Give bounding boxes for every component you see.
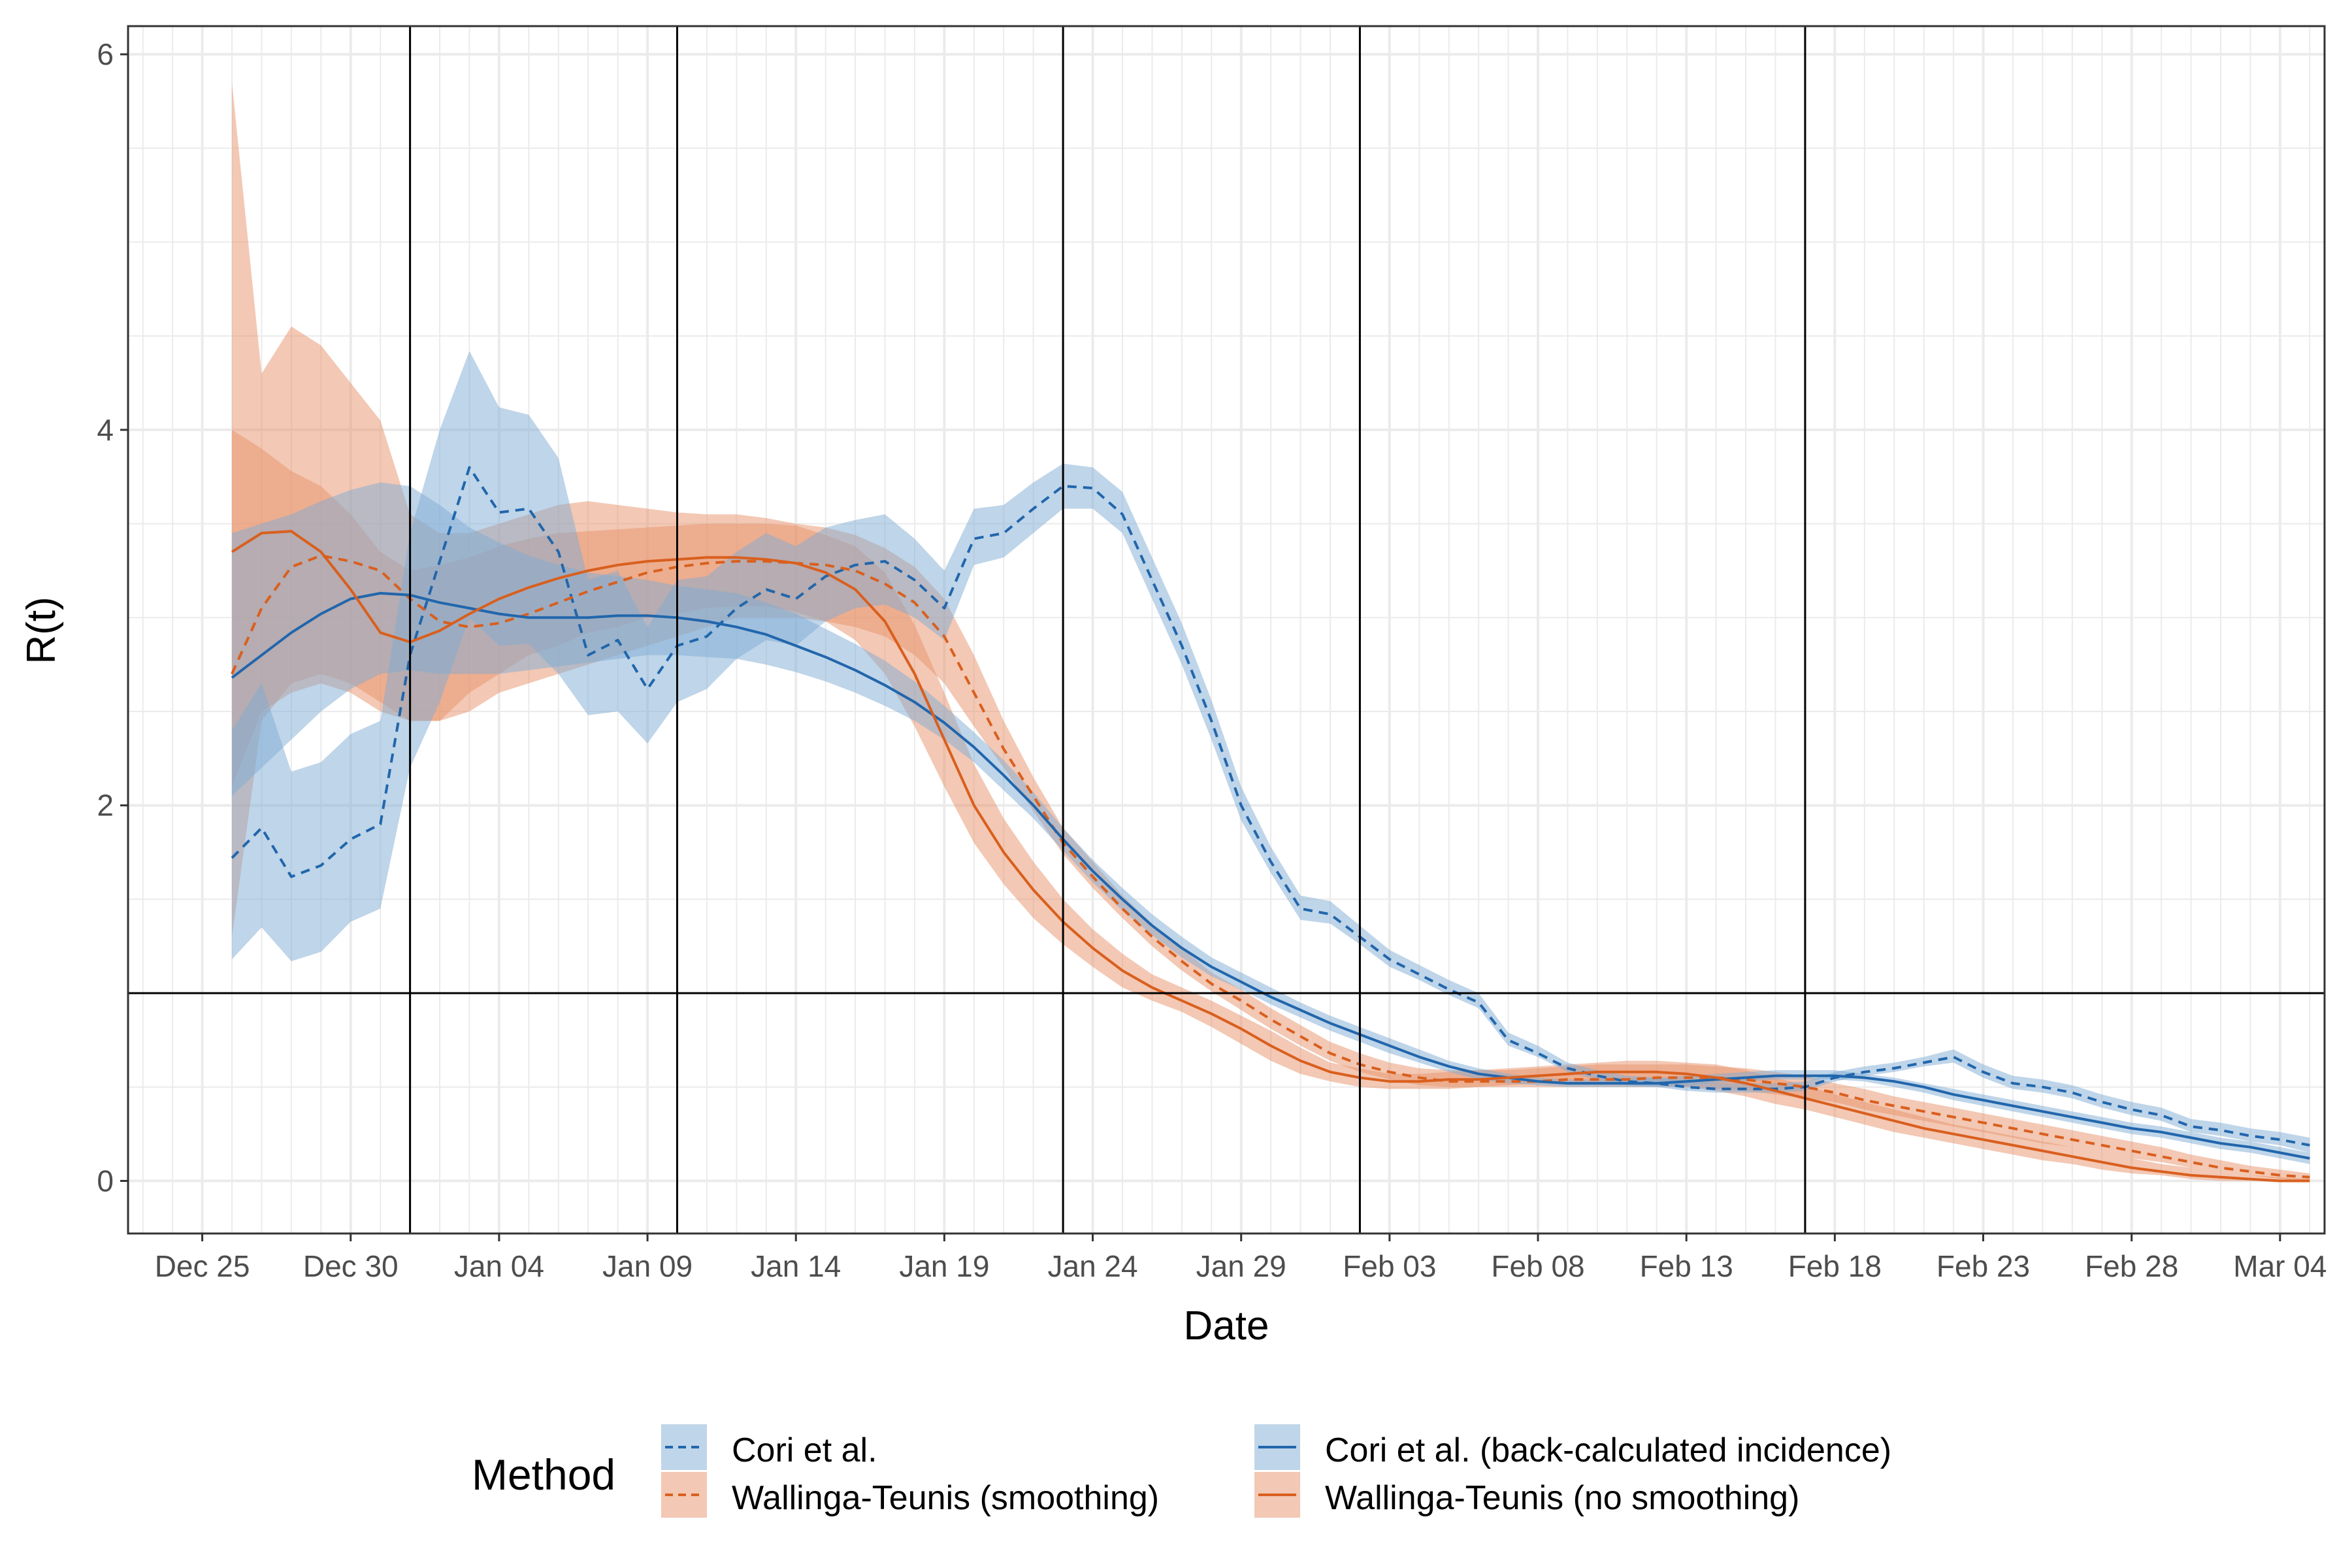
x-tick-label: Jan 24 [1047,1249,1137,1283]
y-axis: 0 2 4 6 [97,37,128,1198]
interval-ribbons [232,82,2310,1181]
series-line-0 [231,466,2310,1147]
x-tick-label: Jan 19 [899,1249,989,1283]
x-tick-label: Jan 09 [602,1249,693,1283]
major-gridlines [128,26,2325,1233]
legend-label-wallinga-no-smoothing: Wallinga-Teunis (no smoothing) [1325,1479,1799,1517]
x-tick-label: Jan 14 [751,1249,841,1283]
x-tick-label: Feb 03 [1343,1249,1436,1283]
x-tick-label: Feb 18 [1788,1249,1882,1283]
legend-title: Method [472,1450,615,1499]
x-axis-title: Date [1184,1303,1269,1348]
y-tick-label: 6 [97,37,114,71]
x-tick-label: Jan 04 [454,1249,544,1283]
x-tick-label: Feb 08 [1491,1249,1584,1283]
legend-label-wallinga-smoothing: Wallinga-Teunis (smoothing) [732,1479,1159,1517]
x-tick-label: Mar 04 [2233,1249,2327,1283]
plot-panel-border [127,25,2326,1235]
series-line-2 [231,592,2310,1160]
series-lines [231,466,2310,1183]
y-tick-label: 2 [97,789,114,823]
x-axis: Dec 25 Dec 30 Jan 04 Jan 09 Jan 14 Jan 19 Jan … [155,1233,2327,1283]
series-line-3 [231,530,2310,1183]
ribbon-2 [232,351,2310,1153]
x-tick-label: Feb 13 [1640,1249,1733,1283]
y-tick-label: 4 [97,413,114,447]
y-axis-title: R(t) [19,596,64,664]
x-tick-label: Dec 30 [303,1249,399,1283]
x-tick-label: Dec 25 [155,1249,250,1283]
legend-label-cori: Cori et al. [732,1431,877,1469]
legend: Method Cori et al. Wallinga-Teunis (smoo… [472,1424,1891,1518]
series-line-1 [231,554,2310,1179]
y-tick-label: 0 [97,1164,114,1198]
x-tick-label: Feb 28 [2085,1249,2178,1283]
reference-lines [128,26,2325,1233]
ribbon-3 [232,482,2310,1164]
x-tick-label: Jan 29 [1196,1249,1286,1283]
legend-label-cori-backcalc: Cori et al. (back-calculated incidence) [1325,1431,1891,1469]
x-tick-label: Feb 23 [1936,1249,2030,1283]
